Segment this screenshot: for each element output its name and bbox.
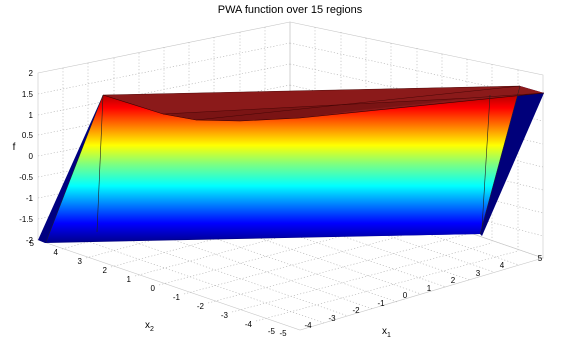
z-axis: 2 1.5 1 0.5 0 -0.5 -1 -1.5 -2 f: [13, 69, 34, 245]
x2-axis: 5 4 3 2 1 0 -1 -2 -3 -4 -5 x2: [30, 239, 276, 336]
z-tick: 1: [29, 111, 34, 120]
edge-right: [481, 94, 491, 229]
x1-tick: 4: [500, 261, 505, 270]
chart-title: PWA function over 15 regions: [218, 4, 363, 16]
x2-tick: -5: [268, 327, 276, 336]
x1-tick: -3: [328, 314, 336, 323]
x1-tick: -4: [304, 321, 312, 330]
z-tick: -1.5: [19, 215, 33, 224]
x1-axis-label: x1: [382, 326, 391, 339]
x2-tick: 5: [30, 239, 35, 248]
x2-tick: -4: [245, 320, 253, 329]
surface-front-face: [46, 86, 520, 242]
x1-tick: 1: [427, 284, 432, 293]
z-tick: -0.5: [19, 173, 33, 182]
x2-tick: -2: [197, 302, 205, 311]
pwa-surface: [38, 85, 545, 243]
z-tick: 1.5: [22, 90, 34, 99]
x2-tick: 3: [78, 257, 83, 266]
surface-right-face: [480, 86, 544, 236]
z-tick: 2: [29, 69, 34, 78]
x2-tick: -3: [221, 311, 229, 320]
z-axis-label: f: [13, 142, 16, 153]
x1-tick: 3: [476, 269, 481, 278]
x1-tick: 2: [451, 276, 456, 285]
x2-tick: -1: [173, 293, 181, 302]
x1-tick: -2: [352, 306, 360, 315]
x2-tick: 4: [54, 248, 59, 257]
x2-tick: 0: [151, 284, 156, 293]
x1-tick: -1: [377, 299, 385, 308]
edge-left: [96, 94, 104, 233]
z-tick: 0.5: [22, 131, 34, 140]
x2-tick: 1: [127, 275, 132, 284]
x1-tick: 0: [403, 291, 408, 300]
x2-axis-label: x2: [145, 320, 154, 333]
x2-tick: 2: [103, 266, 108, 275]
z-tick: -1: [26, 194, 34, 203]
z-tick: -2: [26, 236, 34, 245]
x1-tick: -5: [279, 329, 287, 338]
x1-axis: -5 -4 -3 -2 -1 0 1 2 3 4 5 x1: [279, 254, 542, 339]
x1-tick: 5: [538, 254, 543, 263]
top-region-edges: [102, 92, 545, 122]
z-tick: 0: [29, 152, 34, 161]
